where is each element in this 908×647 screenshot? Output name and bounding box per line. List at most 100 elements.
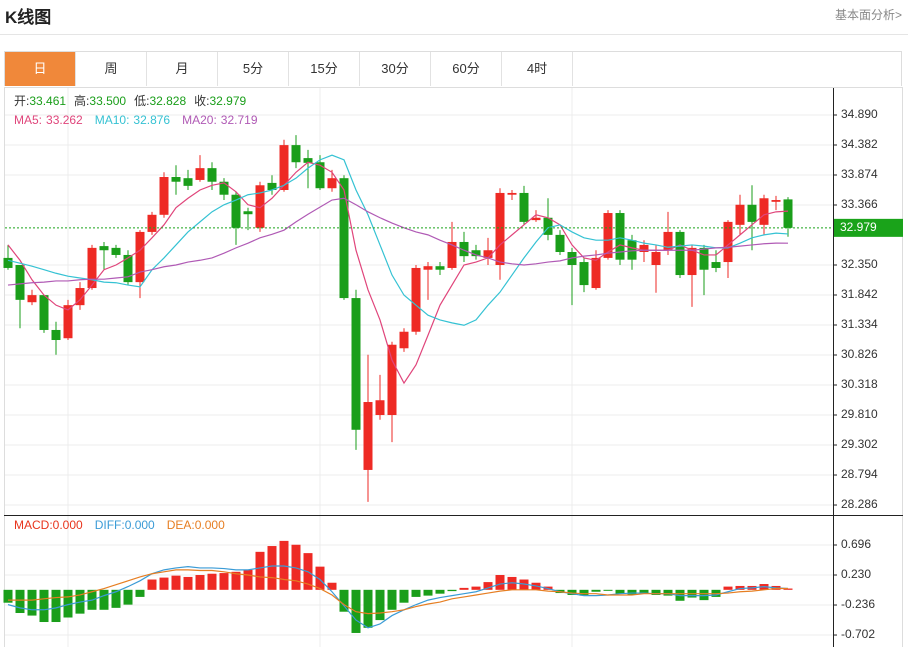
ma-value: 32.719 (221, 113, 258, 127)
candle-body (447, 241, 457, 268)
ma-line (7, 197, 789, 286)
tab[interactable]: 周 (76, 52, 147, 86)
candle-body (411, 267, 421, 332)
y-tick-label: 29.302 (841, 437, 878, 451)
last-price-box (834, 218, 903, 237)
macd-bar (495, 575, 505, 590)
candle-body (111, 247, 121, 255)
y-tick-label: 0.696 (841, 537, 871, 551)
macd-bar (375, 589, 385, 621)
candle-body (303, 158, 313, 163)
macd-legend-label: DIFF: (95, 518, 125, 532)
candle-body (771, 200, 781, 202)
candle-body (315, 162, 325, 189)
macd-bar (363, 589, 373, 628)
macd-bar (243, 569, 253, 590)
macd-bar (471, 586, 481, 590)
tab[interactable]: 60分 (431, 52, 502, 86)
y-tick-label: -0.236 (841, 597, 875, 611)
macd-bar (579, 589, 589, 596)
macd-bar (783, 588, 793, 590)
fundamental-link[interactable]: 基本面分析> (834, 8, 902, 22)
macd-legend-label: DEA: (167, 518, 195, 532)
macd-legend-label: MACD: (14, 518, 53, 532)
macd-line (8, 569, 788, 615)
ma-value: 32.876 (133, 113, 170, 127)
macd-bar (567, 589, 577, 595)
ohlc-value: 33.500 (89, 94, 126, 108)
macd-bar (195, 575, 205, 590)
macd-bar (219, 573, 229, 590)
tab[interactable]: 15分 (289, 52, 360, 86)
candle-body (231, 194, 241, 228)
y-tick-label: 30.318 (841, 377, 878, 391)
macd-bar (159, 577, 169, 590)
candle-body (471, 250, 481, 257)
tab[interactable]: 日 (5, 52, 76, 86)
candle-body (483, 250, 493, 258)
macd-bar (735, 585, 745, 590)
candle-body (183, 178, 193, 186)
tab[interactable]: 4时 (502, 52, 573, 86)
candle-body (375, 400, 385, 416)
macd-bar (603, 589, 613, 591)
chart-frame (4, 87, 903, 647)
y-tick-label: 28.286 (841, 497, 878, 511)
candle-body (591, 257, 601, 289)
candle-body (195, 168, 205, 180)
candle-body (399, 331, 409, 349)
divider (0, 34, 908, 35)
candle-body (783, 199, 793, 228)
ma-value: 33.262 (46, 113, 83, 127)
candle-body (339, 178, 349, 299)
candle-body (159, 177, 169, 215)
y-tick-label: 33.366 (841, 197, 878, 211)
candle-body (291, 145, 301, 163)
candle-body (75, 288, 85, 306)
candle-body (351, 298, 361, 430)
candle-body (135, 231, 145, 283)
macd-legend: MACD:0.000 DIFF:0.000 DEA:0.000 (14, 518, 225, 532)
candle-body (63, 305, 73, 339)
tab[interactable]: 月 (147, 52, 218, 86)
y-tick-label: 34.382 (841, 137, 878, 151)
candle-body (243, 211, 253, 215)
candle-body (651, 252, 661, 266)
macd-bar (147, 579, 157, 590)
candle-body (255, 185, 265, 228)
tab[interactable]: 30分 (360, 52, 431, 86)
candle-body (615, 213, 625, 260)
macd-bar (291, 544, 301, 590)
macd-bar (651, 589, 661, 595)
macd-bar (135, 589, 145, 597)
macd-bar (399, 589, 409, 603)
macd-bar (315, 566, 325, 590)
ohlc-value: 32.828 (149, 94, 186, 108)
macd-bar (267, 546, 277, 590)
macd-bar (183, 576, 193, 590)
ma-label: MA20: (182, 113, 217, 127)
macd-bar (15, 589, 25, 614)
macd-legend-value: 0.000 (195, 518, 225, 532)
candle-body (87, 247, 97, 289)
tab[interactable]: 5分 (218, 52, 289, 86)
y-tick-label: 34.890 (841, 107, 878, 121)
macd-bar (231, 571, 241, 590)
macd-bar (51, 589, 61, 623)
macd-bar (207, 573, 217, 590)
macd-bar (63, 589, 73, 618)
ohlc-label: 低: (134, 94, 149, 108)
candle-body (627, 240, 637, 260)
macd-bar (699, 589, 709, 601)
macd-bar (99, 589, 109, 610)
y-tick-label: 31.842 (841, 287, 878, 301)
ma-label: MA5: (14, 113, 42, 127)
macd-bar (507, 576, 517, 590)
macd-bar (435, 589, 445, 594)
macd-bar (483, 582, 493, 590)
macd-bar (519, 579, 529, 590)
candle-body (423, 266, 433, 270)
candle-body (543, 217, 553, 235)
ohlc-legend: 开:33.461 高:33.500 低:32.828 收:32.979 (14, 93, 247, 108)
